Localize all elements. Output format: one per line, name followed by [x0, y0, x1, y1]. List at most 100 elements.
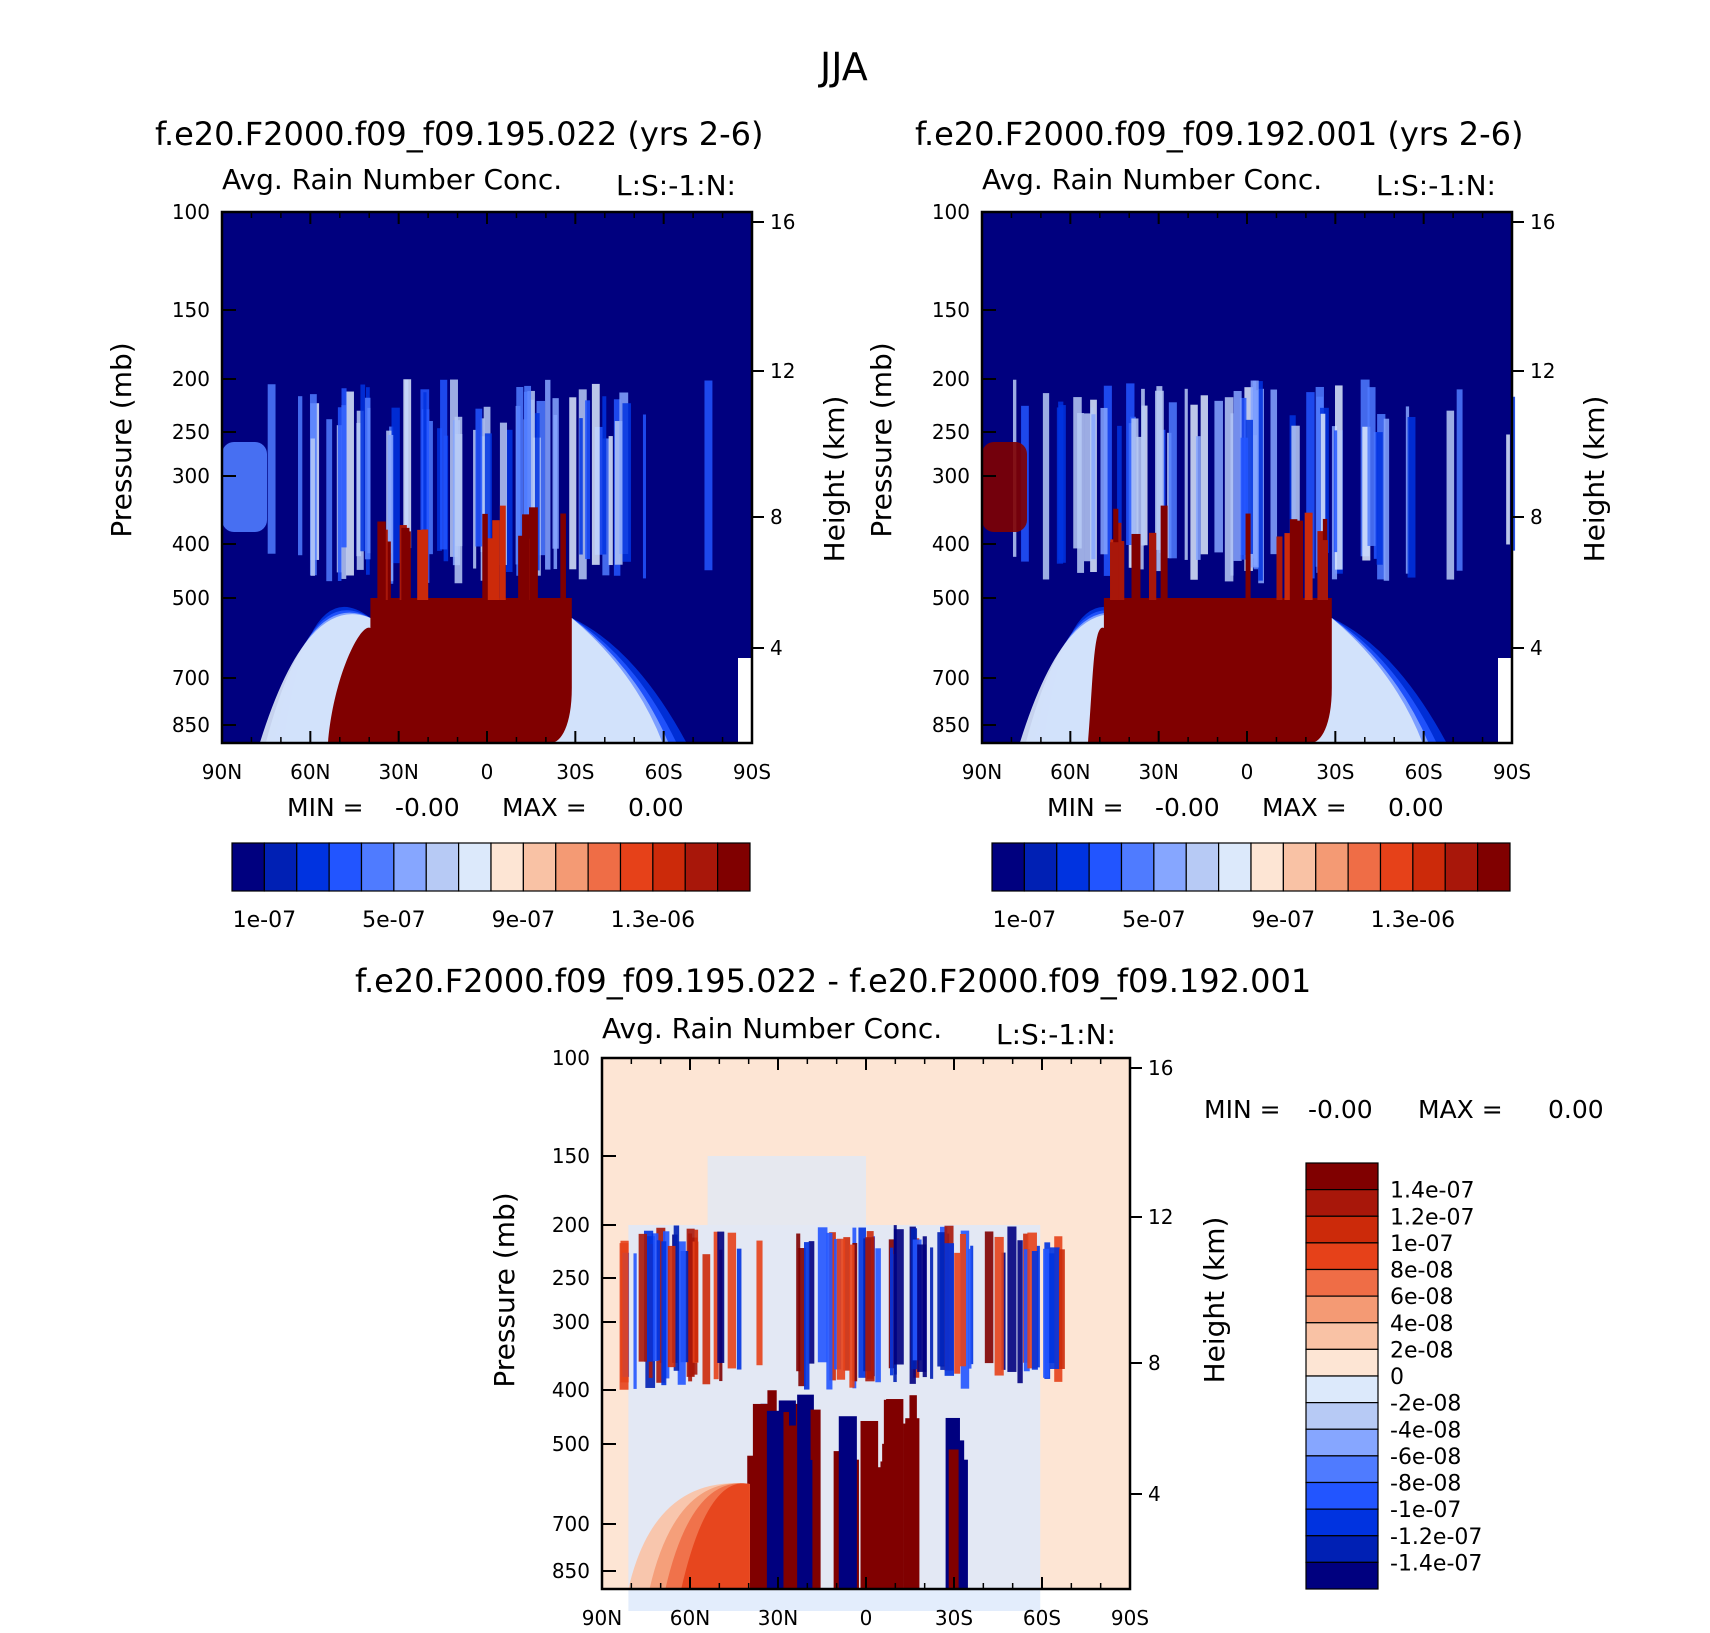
p2-finger [1118, 540, 1125, 600]
p1-ytick-label: 100 [172, 200, 210, 224]
p3-streak [673, 1225, 680, 1371]
p2-streak [1117, 425, 1122, 574]
panel1-min-text: MIN = [287, 793, 364, 822]
p1-colorbar-swatch [263, 842, 298, 892]
p1-ytick-label: 850 [172, 713, 210, 737]
panel2-title: f.e20.F2000.f09_f09.192.001 (yrs 2-6) [915, 115, 1524, 153]
p1-streak [569, 397, 577, 570]
p3-streak [1017, 1240, 1023, 1384]
p2-streak [1373, 432, 1378, 559]
p3-streak [1023, 1249, 1030, 1372]
panel2-max-value: 0.00 [1388, 793, 1444, 822]
p3-streak [651, 1233, 659, 1362]
p1-ytick-label: 700 [172, 666, 210, 690]
p3-core-block [766, 1410, 784, 1589]
p3-field [602, 1058, 1130, 1611]
p2-streak [1258, 381, 1263, 581]
p3-colorbar-swatch [1305, 1455, 1379, 1484]
p3-xtick-label: 60S [1023, 1606, 1061, 1630]
p1-ytick-label: 200 [172, 367, 210, 391]
p3-ytick-label: 100 [552, 1046, 590, 1070]
p1-streak [480, 418, 485, 581]
panel3-title: f.e20.F2000.f09_f09.195.022 - f.e20.F200… [355, 962, 1312, 1000]
p1-streak [473, 429, 477, 569]
p2-colorbar-label: 1.3e-06 [1371, 908, 1455, 933]
p2-ytick-label: 850 [932, 713, 970, 737]
p1-colorbar-swatch [296, 842, 330, 892]
p2-y2tick-label: 12 [1530, 359, 1555, 383]
p3-ytick-label: 400 [552, 1378, 590, 1402]
p3-colorbar-label: -6e-08 [1390, 1445, 1461, 1470]
p3-streak [865, 1237, 875, 1382]
p1-finger [421, 529, 429, 600]
p1-y2tick-label: 12 [770, 359, 795, 383]
p1-xtick-label: 90N [202, 760, 242, 784]
p3-streak [694, 1229, 699, 1362]
p1-colorbar-swatch [425, 842, 460, 892]
p1-colorbar-swatch [231, 842, 265, 892]
p1-streak [387, 434, 394, 582]
p1-field [222, 212, 752, 743]
p2-streak [1335, 385, 1343, 570]
p1-streak [345, 391, 354, 576]
p2-streak [1233, 390, 1242, 561]
p2-colorbar-swatch [1088, 842, 1123, 892]
p3-xtick-label: 0 [860, 1606, 873, 1630]
p1-streak [608, 436, 613, 566]
p3-streak [713, 1231, 719, 1380]
p2-colorbar-swatch [1412, 842, 1446, 892]
p2-streak [1184, 388, 1188, 560]
panel3-subtitle-right: L:S:-1:N: [996, 1018, 1116, 1051]
p2-streak [1376, 432, 1383, 565]
p2-streak [1270, 389, 1278, 555]
p3-streak [808, 1241, 815, 1364]
panel2-subtitle-left: Avg. Rain Number Conc. [982, 163, 1323, 196]
p2-streak [1100, 407, 1108, 555]
p3-colorbar-swatch [1305, 1215, 1379, 1244]
p1-streak [484, 433, 492, 563]
p3-gradient [681, 1483, 750, 1589]
panel1-min-value: -0.00 [395, 793, 460, 822]
p2-finger [1284, 533, 1292, 600]
p2-colorbar-swatch [1218, 842, 1252, 892]
p2-streak [1407, 416, 1416, 578]
p3-ytick-label: 850 [552, 1559, 590, 1583]
p1-edge-band [222, 442, 267, 532]
p3-colorbar-label: 1e-07 [1390, 1232, 1453, 1257]
p3-ytick-label: 500 [552, 1432, 590, 1456]
panel2-max-text: MAX = [1262, 793, 1347, 822]
p3-streak [826, 1232, 833, 1390]
p3-y2tick-label: 4 [1148, 1482, 1161, 1506]
p3-colorbar-swatch [1305, 1242, 1379, 1271]
p2-streak [1320, 413, 1326, 561]
p1-ytick-label: 300 [172, 464, 210, 488]
p2-xtick-label: 0 [1241, 760, 1254, 784]
p3-upper-region [707, 1156, 866, 1225]
p3-colorbar-swatch [1305, 1295, 1379, 1324]
p1-colorbar-swatch [490, 842, 524, 892]
p2-xtick-label: 30S [1316, 760, 1354, 784]
p1-finger [482, 513, 488, 600]
p1-colorbar-swatch [619, 842, 654, 892]
p1-ytick-label: 400 [172, 532, 210, 556]
p2-finger [1304, 512, 1313, 600]
p1-streak [516, 387, 524, 576]
p2-finger [1294, 520, 1304, 600]
p2-colorbar-swatch [1347, 842, 1382, 892]
p1-finger [487, 538, 496, 600]
p2-streak [1362, 426, 1371, 561]
panel3-subtitle-left: Avg. Rain Number Conc. [602, 1012, 943, 1045]
p2-colorbar-label: 5e-07 [1122, 908, 1185, 933]
p2-finger [1321, 540, 1329, 600]
p3-streak [1036, 1245, 1040, 1368]
p3-streak [959, 1233, 967, 1367]
p1-finger [529, 507, 538, 600]
panel1-max-value: 0.00 [628, 793, 684, 822]
p1-xtick-label: 0 [481, 760, 494, 784]
p2-streak [1405, 406, 1410, 574]
p2-streak [1091, 414, 1096, 560]
panel2-min-value: -0.00 [1155, 793, 1220, 822]
p2-streak [1250, 380, 1259, 568]
p2-field [982, 212, 1516, 743]
